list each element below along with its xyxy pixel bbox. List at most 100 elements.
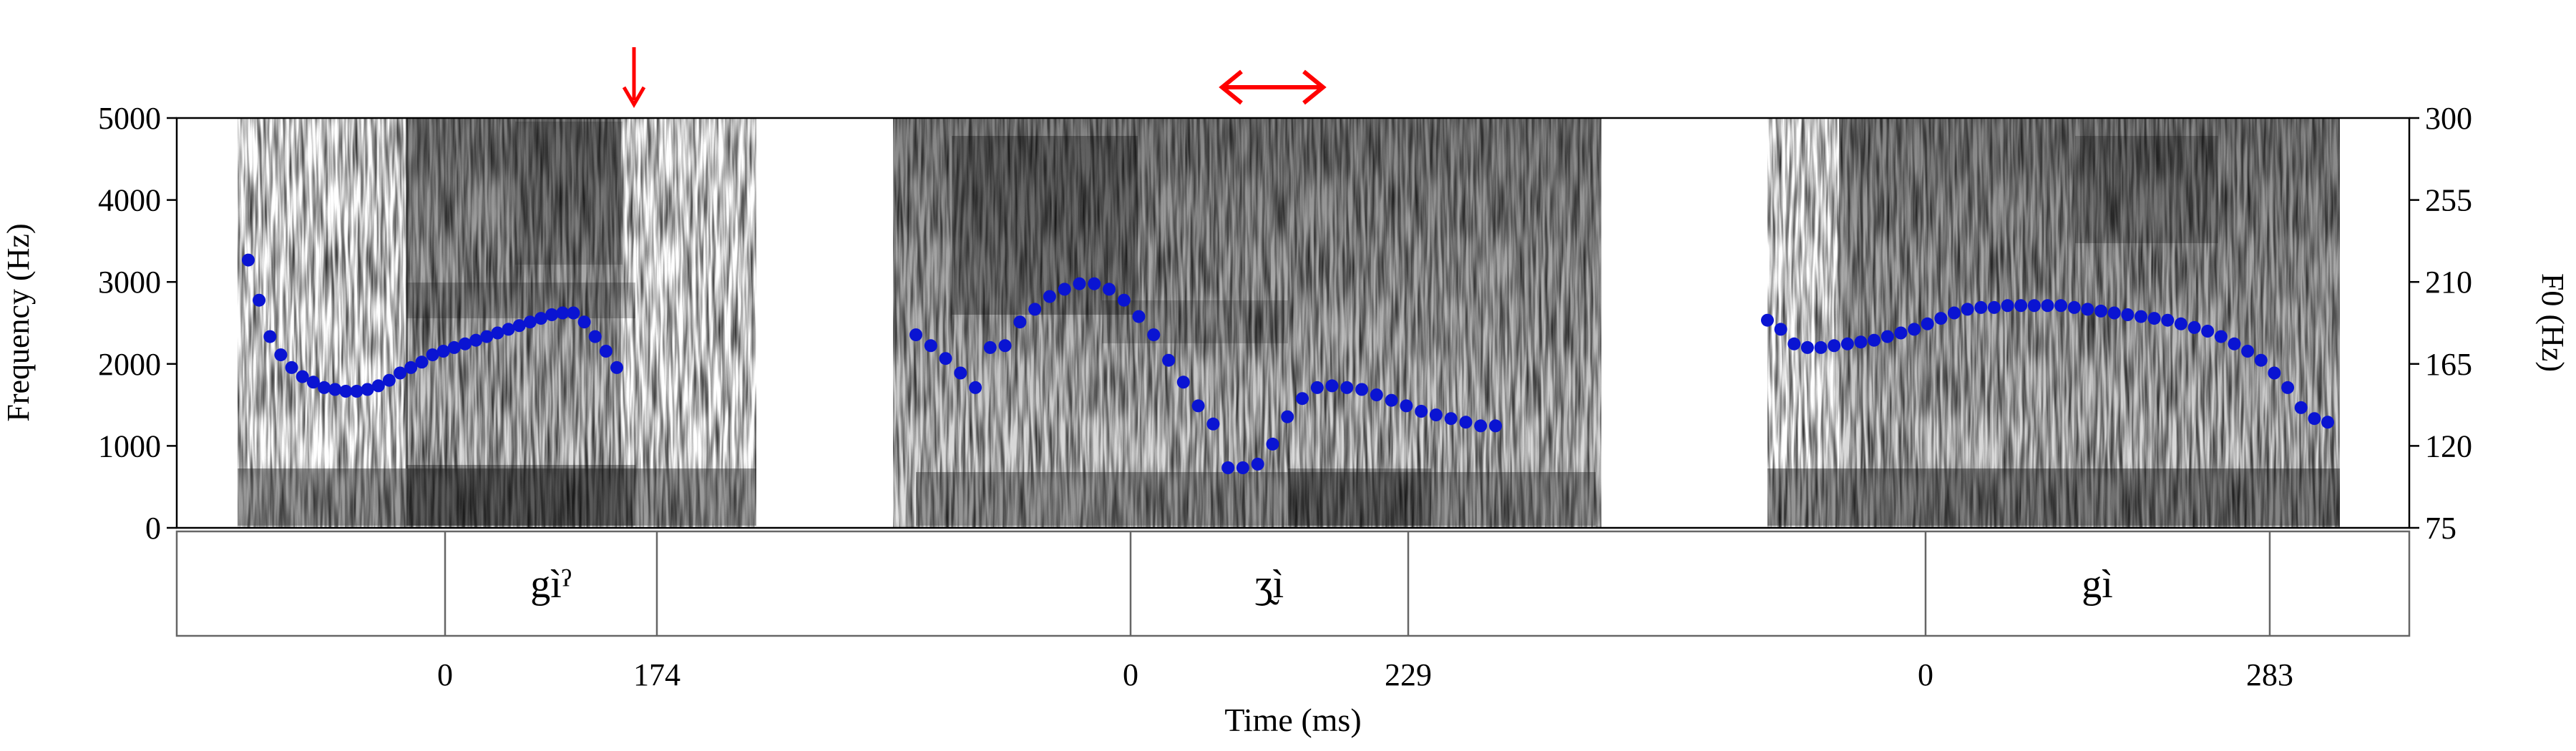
f0-point (939, 352, 952, 365)
f0-point (2054, 299, 2068, 313)
f0-point (1073, 277, 1086, 290)
f0-point (1013, 315, 1027, 329)
f0-point (1296, 392, 1309, 406)
right-tick-label: 75 (2425, 511, 2457, 546)
left-tick-label: 5000 (98, 101, 161, 136)
f0-point (2001, 299, 2014, 313)
right-tick-label: 165 (2425, 347, 2472, 382)
f0-point (1934, 312, 1948, 325)
f0-point (2121, 308, 2135, 321)
f0-point (1370, 388, 1383, 402)
f0-point (545, 308, 559, 321)
f0-point (2228, 337, 2241, 350)
f0-point (1103, 283, 1116, 296)
f0-point (1868, 333, 1881, 347)
f0-point (339, 385, 353, 398)
f0-point (969, 381, 982, 394)
plot-frame (175, 117, 2411, 529)
left-tick-label: 0 (145, 511, 161, 546)
markers (622, 47, 1327, 108)
f0-point (242, 253, 255, 267)
f0-point (253, 293, 266, 307)
f0-point (263, 330, 277, 343)
f0-point (1921, 317, 1934, 330)
f0-point (1088, 277, 1101, 290)
f0-point (1176, 376, 1190, 389)
spectrogram-token-1 (238, 118, 756, 528)
f0-point (1774, 323, 1787, 336)
f0-point (1162, 353, 1176, 367)
f0-point (1961, 303, 1974, 316)
f0-point (426, 348, 439, 362)
f0-point (2014, 299, 2028, 313)
f0-point (1266, 437, 1279, 451)
f0-point (2187, 320, 2201, 334)
f0-point (599, 345, 613, 358)
time-tick-1-end: 174 (633, 657, 680, 692)
left-tick-label: 1000 (98, 428, 161, 463)
f0-point (491, 326, 504, 340)
f0-point (1429, 408, 1443, 422)
time-ticks: 0 174 0 229 0 283 (437, 657, 2293, 692)
f0-point (523, 315, 537, 329)
down-arrow-marker (622, 47, 646, 108)
spectrogram-token-2 (893, 118, 1601, 528)
f0-point (1325, 379, 1339, 393)
f0-point (954, 366, 967, 380)
f0-point (436, 345, 450, 358)
left-tick-label: 2000 (98, 347, 161, 382)
f0-point (567, 306, 580, 320)
f0-point (2308, 412, 2321, 426)
f0-point (1880, 330, 1894, 343)
f0-point (1761, 313, 1774, 327)
f0-point (2081, 303, 2094, 316)
f0-point (1814, 340, 1828, 354)
segment-label-1: gìˀ (530, 562, 572, 607)
f0-point (285, 360, 298, 374)
segment-label-3: gì (2082, 562, 2113, 607)
f0-point (2135, 310, 2147, 323)
time-tick-2-end: 229 (1385, 657, 1432, 692)
f0-point (1987, 300, 2001, 314)
f0-point (924, 339, 937, 353)
f0-point (394, 366, 407, 380)
f0-point (1400, 399, 1413, 413)
f0-point (1840, 337, 1854, 350)
f0-point (502, 323, 515, 336)
f0-point (1489, 419, 1502, 433)
f0-point (447, 340, 461, 354)
f0-point (1894, 326, 1908, 340)
time-tick-3-end: 283 (2246, 657, 2293, 692)
f0-point (983, 340, 997, 354)
f0-point (382, 373, 396, 387)
f0-point (998, 339, 1012, 353)
f0-point (1787, 337, 1801, 350)
f0-point (2281, 381, 2295, 394)
f0-point (2241, 345, 2255, 358)
f0-point (1415, 405, 1428, 418)
f0-point (909, 328, 922, 342)
f0-point (480, 330, 494, 343)
f0-point (1117, 293, 1131, 307)
f0-point (1191, 399, 1205, 413)
f0-point (2201, 325, 2215, 338)
f0-point (1974, 300, 1988, 314)
f0-point (2321, 416, 2334, 429)
f0-point (1043, 290, 1056, 303)
f0-point (2161, 313, 2175, 327)
f0-point (306, 376, 320, 389)
right-tick-label: 210 (2425, 265, 2472, 300)
right-tick-label: 300 (2425, 101, 2472, 136)
f0-point (296, 370, 309, 383)
f0-point (2268, 366, 2281, 380)
f0-point (371, 379, 385, 393)
f0-point (1251, 457, 1264, 471)
annotation-tier: gìˀ ʒ̰ì gì (175, 530, 2411, 637)
f0-points (242, 253, 2334, 474)
f0-point (610, 360, 623, 374)
f0-point (1028, 303, 1042, 316)
f0-point (2067, 300, 2081, 314)
f0-point (1355, 383, 1369, 396)
f0-point (2094, 304, 2108, 318)
